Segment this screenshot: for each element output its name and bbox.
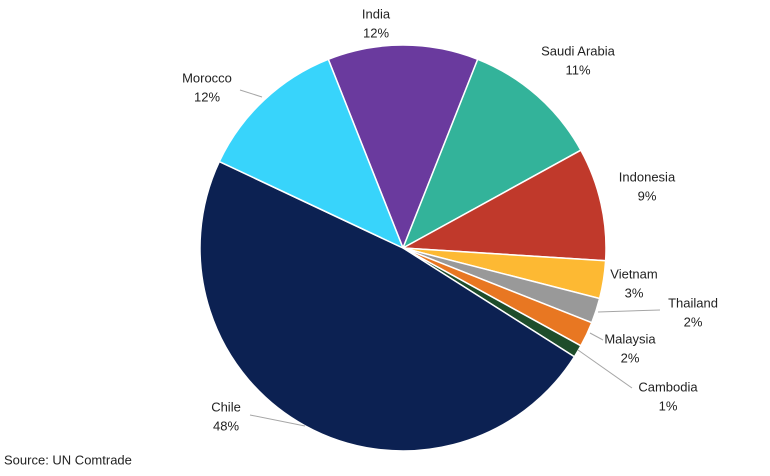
slice-label: Indonesia (619, 169, 676, 184)
slice-value-label: 12% (194, 89, 220, 104)
slice-label: Malaysia (604, 331, 656, 346)
pie-slice (400, 149, 607, 262)
leader-line (589, 332, 604, 341)
leader-line (249, 414, 306, 427)
pie-slice (199, 160, 576, 452)
source-note: Source: UN Comtrade (4, 452, 132, 467)
slice-value-label: 11% (565, 62, 590, 77)
slice-value-label: 2% (621, 350, 640, 365)
slice-label: Saudi Arabia (541, 43, 615, 58)
slice-label: Chile (211, 399, 241, 414)
slice-value-label: 2% (684, 314, 703, 329)
slice-value-label: 12% (363, 25, 389, 40)
slice-value-label: 1% (659, 398, 678, 413)
slice-value-label: 3% (625, 285, 644, 300)
pie-slice (218, 58, 405, 250)
slice-value-label: 9% (638, 188, 657, 203)
slice-label: Morocco (182, 70, 232, 85)
leader-line (597, 309, 661, 313)
pie-slice (401, 58, 582, 250)
leader-line (577, 349, 633, 389)
slice-label: India (362, 6, 391, 21)
leader-line (239, 89, 263, 98)
slice-label: Thailand (668, 295, 718, 310)
pie-slice (327, 44, 479, 251)
slice-value-label: 48% (213, 418, 239, 433)
slice-label: Vietnam (610, 266, 657, 281)
slice-label: Cambodia (638, 379, 698, 394)
